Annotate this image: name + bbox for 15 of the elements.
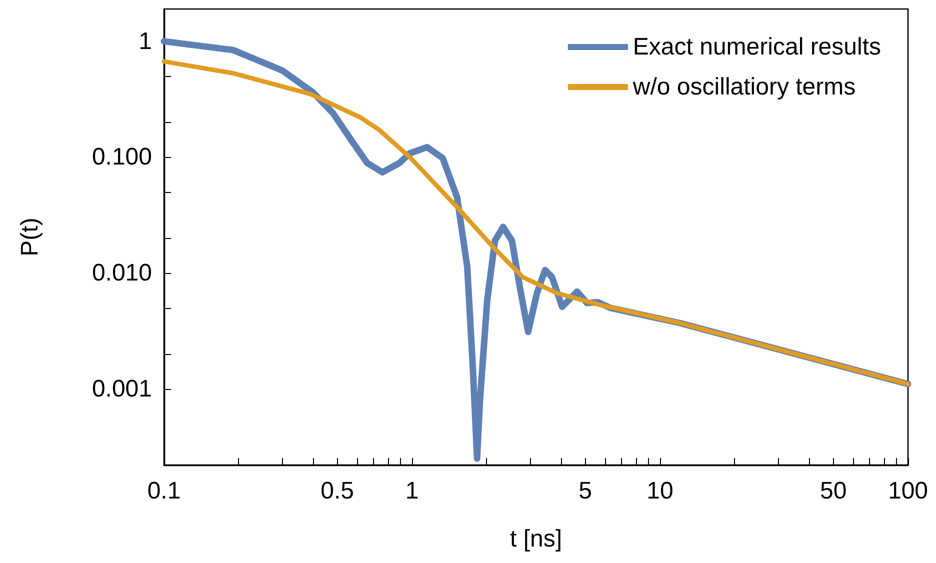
x-tick-label: 10 xyxy=(646,478,674,504)
x-tick-label: 5 xyxy=(578,478,592,504)
x-tick-label: 0.5 xyxy=(320,478,354,504)
y-tick-label: 1 xyxy=(138,28,152,55)
y-tick-label: 0.100 xyxy=(92,144,152,171)
x-axis-title: t [ns] xyxy=(510,526,562,552)
x-tick-label: 100 xyxy=(888,478,928,504)
y-axis-title: P(t) xyxy=(16,218,44,256)
y-tick-label: 0.001 xyxy=(92,375,152,402)
y-tick-label: 0.010 xyxy=(92,259,152,286)
x-tick-label: 0.1 xyxy=(147,478,181,504)
x-tick-label: 50 xyxy=(820,478,847,504)
x-tick-label: 1 xyxy=(405,478,419,504)
legend-label: Exact numerical results xyxy=(632,34,882,60)
legend-label: w/o oscillatiory terms xyxy=(632,74,856,100)
